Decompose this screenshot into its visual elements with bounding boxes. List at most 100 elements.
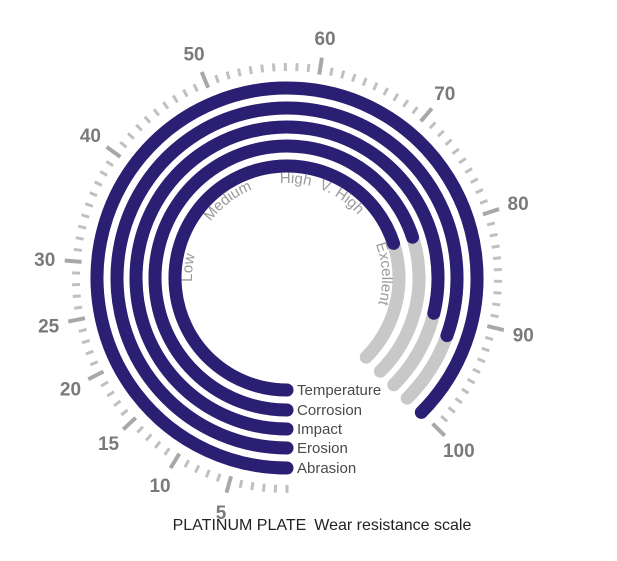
scale-minor-tick <box>162 101 170 110</box>
series-labels: Temperature Corrosion Impact Erosion Abrasio… <box>297 382 381 477</box>
scale-minor-tick <box>81 338 91 345</box>
scale-minor-tick <box>351 73 357 83</box>
scale-minor-tick <box>215 473 222 482</box>
series-label: Abrasion <box>297 460 356 477</box>
scale-minor-tick <box>75 236 84 241</box>
scale-tick-labels: 5 10 15 20 25 30 40 50 60 70 80 90 100 <box>34 29 534 524</box>
scale-minor-tick <box>154 440 162 449</box>
band-label: Low <box>179 252 199 282</box>
scale-major-tick <box>486 324 505 333</box>
scale-minor-tick <box>152 108 161 117</box>
scale-ring <box>64 57 505 494</box>
scale-tick-label: 80 <box>508 194 529 215</box>
scale-minor-tick <box>73 305 83 310</box>
scale-minor-tick <box>436 129 445 138</box>
scale-minor-tick <box>250 481 255 491</box>
chart-subtitle: Wear resistance scale <box>314 517 471 534</box>
scale-minor-tick <box>272 63 276 72</box>
scale-major-tick <box>87 369 105 382</box>
scale-tick-label: 60 <box>314 29 335 50</box>
scale-minor-tick <box>492 256 502 261</box>
scale-minor-tick <box>89 191 98 198</box>
scale-minor-tick <box>214 74 220 84</box>
scale-minor-tick <box>484 335 494 342</box>
scale-minor-tick <box>105 160 114 167</box>
bar-abrasion <box>90 81 484 475</box>
scale-tick-label: 30 <box>34 250 55 271</box>
bar-corrosion <box>148 139 420 417</box>
series-label: Temperature <box>297 382 381 399</box>
scale-minor-tick <box>192 83 199 93</box>
scale-minor-tick <box>236 68 242 77</box>
chart-caption: PLATINUM PLATE Wear resistance scale <box>173 517 472 534</box>
scale-minor-tick <box>489 232 498 238</box>
scale-major-tick <box>168 452 182 470</box>
scale-major-tick <box>482 207 500 217</box>
scale-major-tick <box>199 71 211 89</box>
scale-minor-tick <box>466 377 476 385</box>
scale-minor-tick <box>99 170 108 177</box>
scale-minor-tick <box>204 469 211 478</box>
scale-minor-tick <box>143 115 152 124</box>
scale-minor-tick <box>78 328 87 333</box>
scale-tick-label: 20 <box>60 379 81 400</box>
scale-major-tick <box>105 145 122 159</box>
scale-tick-label: 90 <box>513 326 534 347</box>
scale-minor-tick <box>481 346 490 353</box>
scale-minor-tick <box>77 224 87 230</box>
scale-minor-tick <box>136 425 145 434</box>
scale-minor-tick <box>440 414 449 423</box>
scale-tick-label: 10 <box>149 476 170 497</box>
series-label: Impact <box>297 421 343 438</box>
scale-minor-tick <box>451 147 460 155</box>
scale-minor-tick <box>94 180 103 187</box>
scale-major-tick <box>121 416 138 431</box>
scale-major-tick <box>64 258 82 264</box>
scale-minor-tick <box>444 138 453 146</box>
scale-minor-tick <box>491 244 500 249</box>
scale-minor-tick <box>490 313 499 319</box>
scale-minor-tick <box>340 70 346 79</box>
scale-minor-tick <box>477 357 486 364</box>
scale-minor-tick <box>182 88 189 98</box>
scale-minor-tick <box>493 291 502 295</box>
scale-major-tick <box>431 422 447 438</box>
bar-impact <box>129 120 445 436</box>
scale-major-tick <box>224 475 234 494</box>
series-label: Corrosion <box>297 402 362 419</box>
scale-major-tick <box>317 57 324 75</box>
scale-minor-tick <box>447 406 456 414</box>
scale-minor-tick <box>89 360 99 367</box>
band-label-text: Excellent <box>372 240 395 308</box>
scale-minor-tick <box>238 479 244 489</box>
scale-minor-tick <box>120 408 129 417</box>
scale-tick-label: 15 <box>98 434 120 455</box>
scale-minor-tick <box>248 65 253 75</box>
scale-minor-tick <box>126 132 135 140</box>
scale-minor-tick <box>100 380 109 388</box>
scale-minor-tick <box>361 77 368 87</box>
scale-minor-tick <box>73 247 83 252</box>
scale-minor-tick <box>81 213 90 219</box>
scale-minor-tick <box>261 483 266 492</box>
scale-minor-tick <box>306 63 311 73</box>
band-label-text: Low <box>179 252 199 282</box>
scale-minor-tick <box>492 302 501 307</box>
bars <box>90 81 484 475</box>
scale-minor-tick <box>382 87 389 96</box>
scale-minor-tick <box>171 94 179 104</box>
scale-minor-tick <box>72 294 81 299</box>
scale-minor-tick <box>260 64 265 73</box>
scale-minor-tick <box>329 67 334 76</box>
scale-major-tick <box>67 316 86 324</box>
scale-major-tick <box>419 107 434 123</box>
scale-minor-tick <box>402 99 410 108</box>
scale-minor-tick <box>225 71 231 80</box>
scale-minor-tick <box>194 464 201 474</box>
scale-minor-tick <box>144 433 153 442</box>
scale-tick-label: 5 <box>216 503 227 524</box>
band-label-text: High <box>280 170 314 190</box>
scale-minor-tick <box>392 93 400 102</box>
scale-minor-tick <box>84 202 94 208</box>
